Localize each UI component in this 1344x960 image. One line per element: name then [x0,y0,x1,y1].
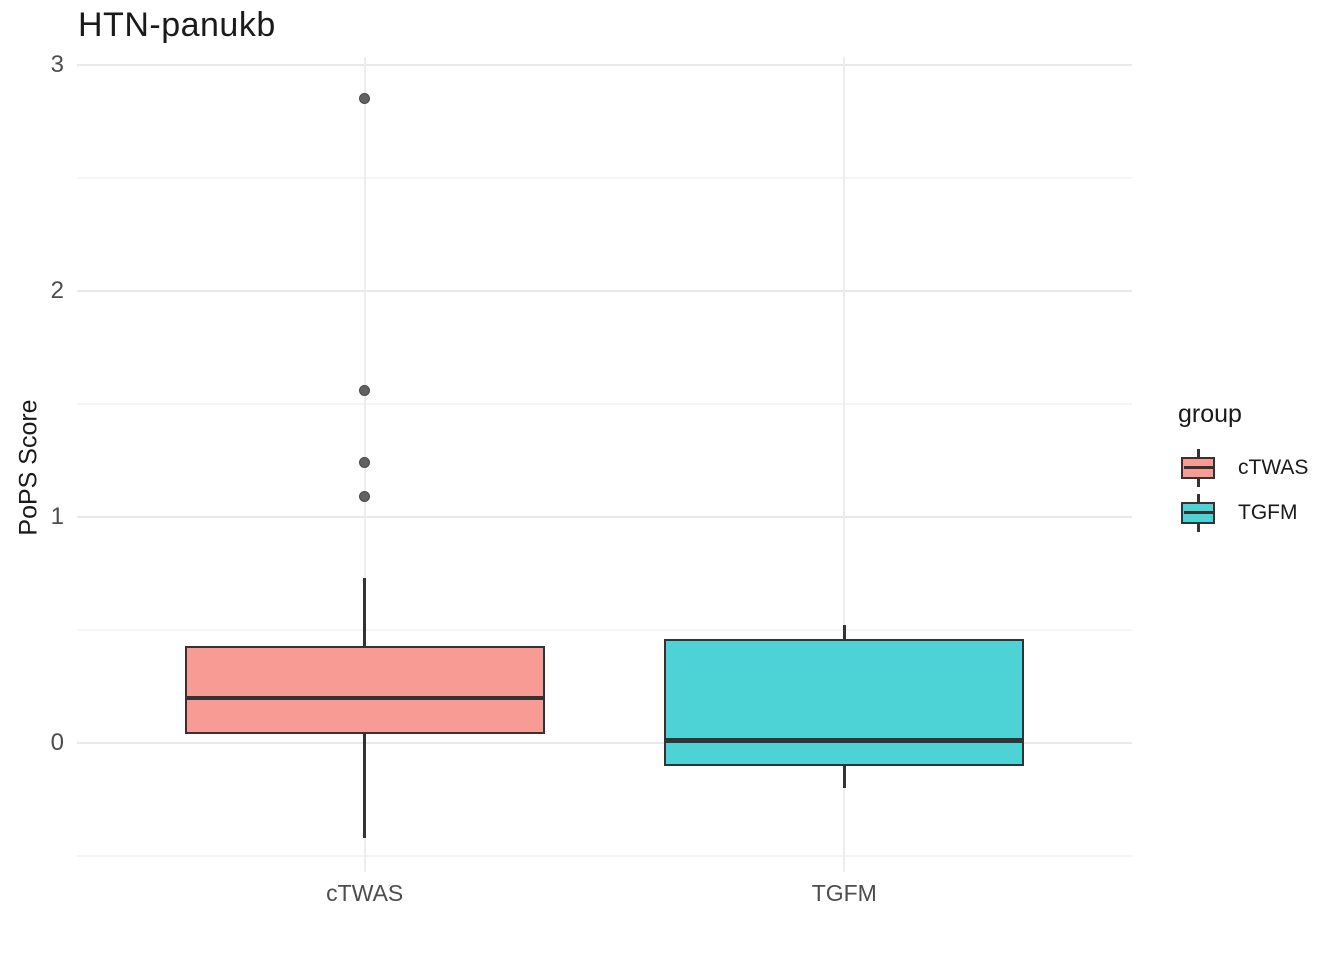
legend-items: cTWAS TGFM [1178,445,1344,535]
y-tick-label: 0 [50,729,64,756]
y-axis-title: PoPS Score [14,399,43,536]
chart-title: HTN-panukb [78,6,276,44]
gridline-minor [77,403,1132,405]
median-cTWAS [186,695,543,701]
outlier-point [359,384,371,396]
y-tick-label: 1 [50,503,64,530]
lower-whisker-cTWAS [363,733,367,838]
outlier-point [359,93,371,105]
plot-panel [77,57,1132,872]
legend: group cTWAS TGFM [1178,400,1344,535]
gridline-major [77,516,1132,518]
boxplot-key-icon [1181,448,1215,487]
outlier-point [359,457,371,469]
legend-label: TGFM [1238,500,1298,524]
gridline-major [77,64,1132,66]
legend-title: group [1178,400,1242,428]
upper-whisker-cTWAS [363,578,367,646]
boxplot-key-icon [1181,493,1215,532]
gridline-major [77,742,1132,744]
median-TGFM [666,738,1023,743]
x-tick-label: TGFM [811,880,877,906]
y-tick-label: 3 [50,51,64,78]
lower-whisker-TGFM [842,765,846,789]
x-tick-label: cTWAS [326,880,404,906]
gridline-minor [77,629,1132,631]
legend-label: cTWAS [1238,455,1309,479]
key-median-line [1183,466,1213,469]
gridline-vertical [843,57,846,872]
legend-item-cTWAS: cTWAS [1181,445,1344,490]
key-median-line [1183,511,1213,514]
upper-whisker-TGFM [842,625,846,640]
outlier-point [359,491,371,503]
gridline-minor [77,855,1132,857]
y-tick-label: 2 [50,277,64,304]
box-cTWAS [184,645,545,734]
legend-item-TGFM: TGFM [1181,490,1344,535]
gridline-major [77,290,1132,292]
gridline-minor [77,177,1132,179]
box-TGFM [664,639,1025,766]
